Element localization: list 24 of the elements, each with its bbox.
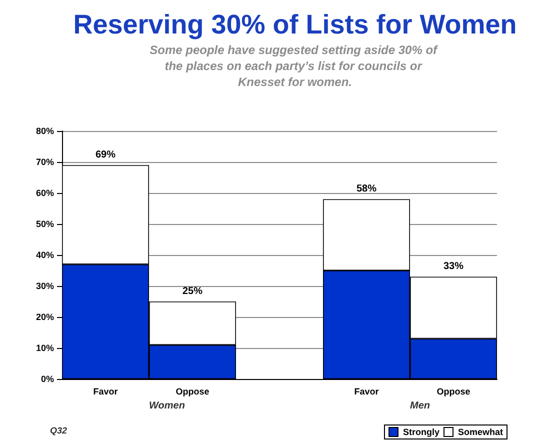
x-tick-label: Favor (354, 386, 380, 396)
x-tick-label: Favor (93, 386, 118, 396)
x-tick-label: Oppose (176, 386, 210, 396)
y-tick-label: 10% (36, 343, 54, 353)
chart-subtitle: Some people have suggested setting aside 30% of the places on each party’s list for councils or Knesset for women. (150, 43, 440, 89)
chart-title: Reserving 30% of Lists for Women (73, 10, 517, 40)
y-tick-label: 80% (36, 126, 54, 136)
x-tick-label: Oppose (436, 386, 470, 396)
y-tick-label: 70% (36, 157, 54, 167)
y-tick-label: 30% (36, 281, 54, 291)
text: Q32 (50, 426, 68, 436)
y-tick-label: 50% (36, 219, 54, 229)
legend-label: Somewhat (458, 427, 504, 437)
total-label: 25% (182, 286, 203, 297)
text: Men (410, 400, 430, 412)
y-tick-label: 40% (36, 250, 54, 260)
total-label: 58% (356, 184, 377, 195)
legend-label: Strongly (402, 427, 440, 437)
y-tick-label: 0% (40, 374, 54, 384)
text: Women (148, 400, 185, 412)
total-label: 69% (95, 150, 116, 161)
total-label: 33% (443, 261, 464, 272)
y-tick-label: 20% (36, 312, 54, 322)
y-tick-label: 60% (36, 188, 54, 198)
